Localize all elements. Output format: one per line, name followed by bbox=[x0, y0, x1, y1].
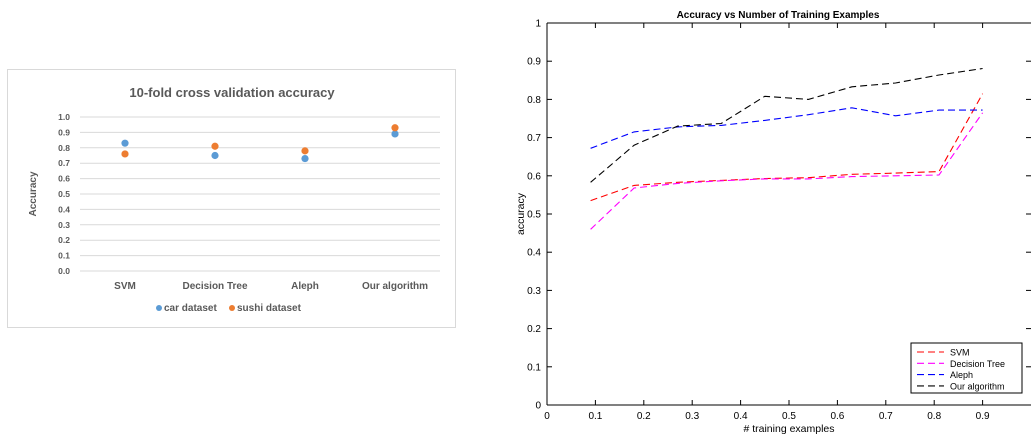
y-tick-label: 0.9 bbox=[58, 127, 70, 137]
data-point-car-dataset bbox=[391, 130, 399, 138]
y-tick-label: 0.9 bbox=[527, 57, 541, 68]
y-tick-label: 0.7 bbox=[527, 133, 541, 144]
data-point-car-dataset bbox=[301, 154, 309, 163]
data-point-sushi-dataset bbox=[121, 150, 129, 158]
x-tick-label: 0.2 bbox=[637, 411, 651, 422]
y-tick-label: 0.3 bbox=[527, 286, 541, 297]
y-tick-label: 0.7 bbox=[58, 158, 70, 168]
training-examples-chart: Accuracy vs Number of Training Examples 0… bbox=[510, 0, 1031, 435]
series-line-SVM bbox=[590, 93, 984, 202]
y-tick-label: 0.3 bbox=[58, 220, 70, 230]
training-examples-chart-svg: Accuracy vs Number of Training Examples 0… bbox=[515, 10, 1031, 435]
category-label: SVM bbox=[114, 281, 136, 292]
legend-label: car dataset bbox=[164, 303, 217, 314]
data-point-car-dataset bbox=[121, 139, 129, 147]
y-tick-label: 0.2 bbox=[527, 324, 541, 335]
cross-validation-chart-svg: 10-fold cross validation accuracy 0.0 0.1 0… bbox=[28, 85, 440, 314]
x-tick-label: 0 bbox=[544, 411, 550, 422]
y-tick-label: 0.1 bbox=[58, 251, 70, 261]
legend-label: SVM bbox=[950, 348, 970, 358]
y-tick-label: 0.8 bbox=[527, 95, 541, 106]
legend-label: sushi dataset bbox=[237, 303, 302, 314]
legend-box bbox=[910, 342, 1023, 394]
y-tick-label: 1.0 bbox=[58, 112, 70, 122]
legend-marker bbox=[156, 305, 162, 311]
x-tick-label: 0.6 bbox=[830, 411, 844, 422]
series-line-Aleph bbox=[590, 107, 983, 149]
x-tick-label: 0.4 bbox=[734, 411, 748, 422]
y-tick-label: 0.8 bbox=[58, 143, 70, 153]
series-line-Decision-Tree bbox=[590, 112, 984, 230]
y-tick-label: 0.0 bbox=[58, 266, 70, 276]
y-tick-label: 0.5 bbox=[527, 210, 541, 221]
category-label: Decision Tree bbox=[182, 281, 247, 292]
legend-label: Our algorithm bbox=[950, 381, 1005, 391]
x-tick-label: 0.1 bbox=[588, 411, 602, 422]
x-tick-label: 0.7 bbox=[879, 411, 893, 422]
category-label: Our algorithm bbox=[362, 281, 428, 292]
y-tick-label: 0.4 bbox=[527, 248, 541, 259]
category-label: Aleph bbox=[291, 281, 319, 292]
y-tick-label: 0.5 bbox=[58, 189, 70, 199]
x-axis-label: # training examples bbox=[743, 423, 834, 435]
y-tick-label: 0.4 bbox=[58, 204, 70, 214]
legend-marker bbox=[229, 305, 235, 311]
y-tick-label: 0 bbox=[535, 401, 541, 412]
y-tick-label: 0.1 bbox=[527, 362, 541, 373]
y-axis-label: accuracy bbox=[515, 192, 527, 235]
data-point-sushi-dataset bbox=[211, 142, 219, 150]
y-tick-label: 0.2 bbox=[58, 235, 70, 245]
y-axis-label: Accuracy bbox=[28, 171, 39, 216]
y-tick-label: 1 bbox=[535, 19, 541, 30]
chart-title: Accuracy vs Number of Training Examples bbox=[677, 10, 880, 21]
x-tick-label: 0.5 bbox=[782, 411, 796, 422]
data-point-sushi-dataset bbox=[391, 124, 399, 132]
legend-label: Aleph bbox=[950, 370, 973, 380]
chart-title: 10-fold cross validation accuracy bbox=[129, 85, 335, 100]
series-line-Our-algorithm bbox=[590, 67, 983, 183]
x-tick-label: 0.9 bbox=[976, 411, 990, 422]
x-tick-label: 0.3 bbox=[685, 411, 699, 422]
cross-validation-chart: 10-fold cross validation accuracy 0.0 0.1 0… bbox=[7, 69, 456, 328]
legend-label: Decision Tree bbox=[950, 359, 1005, 369]
data-point-sushi-dataset bbox=[301, 147, 309, 155]
x-tick-label: 0.8 bbox=[927, 411, 941, 422]
y-tick-label: 0.6 bbox=[527, 171, 541, 182]
data-point-car-dataset bbox=[211, 151, 219, 160]
y-tick-label: 0.6 bbox=[58, 174, 70, 184]
